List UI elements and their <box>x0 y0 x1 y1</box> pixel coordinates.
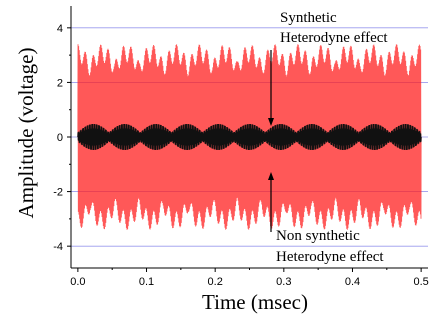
y-ticks: 4 2 0 -2 -4 <box>53 23 71 253</box>
y-axis-title: Amplitude (voltage) <box>14 48 38 219</box>
x-tick-label: 0.4 <box>345 276 360 288</box>
x-tick-label: 0.0 <box>70 276 85 288</box>
x-tick-label: 0.1 <box>139 276 154 288</box>
series-layer <box>77 44 422 230</box>
annotation-synthetic-line-1: Synthetic <box>280 10 337 26</box>
annotation-nonsynthetic-line-2: Heterodyne effect <box>276 249 384 265</box>
x-tick-label: 0.5 <box>413 276 428 288</box>
annotation-synthetic-arrowhead <box>268 118 274 126</box>
x-tick-label: 0.3 <box>276 276 291 288</box>
annotation-synthetic: Synthetic Heterodyne effect <box>268 10 388 126</box>
x-axis-title: Time (msec) <box>202 290 308 314</box>
y-tick-label: -2 <box>53 187 63 199</box>
annotation-synthetic-line-2: Heterodyne effect <box>280 30 388 46</box>
y-tick-label: 4 <box>57 23 63 35</box>
y-tick-label: 0 <box>57 132 63 144</box>
y-tick-label: -4 <box>53 241 63 253</box>
series-black-signal <box>77 124 422 150</box>
x-ticks: 0.0 0.1 0.2 0.3 0.4 0.5 <box>70 268 429 288</box>
annotation-nonsynthetic-line-1: Non synthetic <box>276 228 360 244</box>
y-tick-label: 2 <box>57 77 63 89</box>
x-tick-label: 0.2 <box>208 276 223 288</box>
annotation-nonsynthetic: Non synthetic Heterodyne effect <box>268 172 384 265</box>
annotation-nonsynthetic-arrowhead <box>268 172 274 180</box>
